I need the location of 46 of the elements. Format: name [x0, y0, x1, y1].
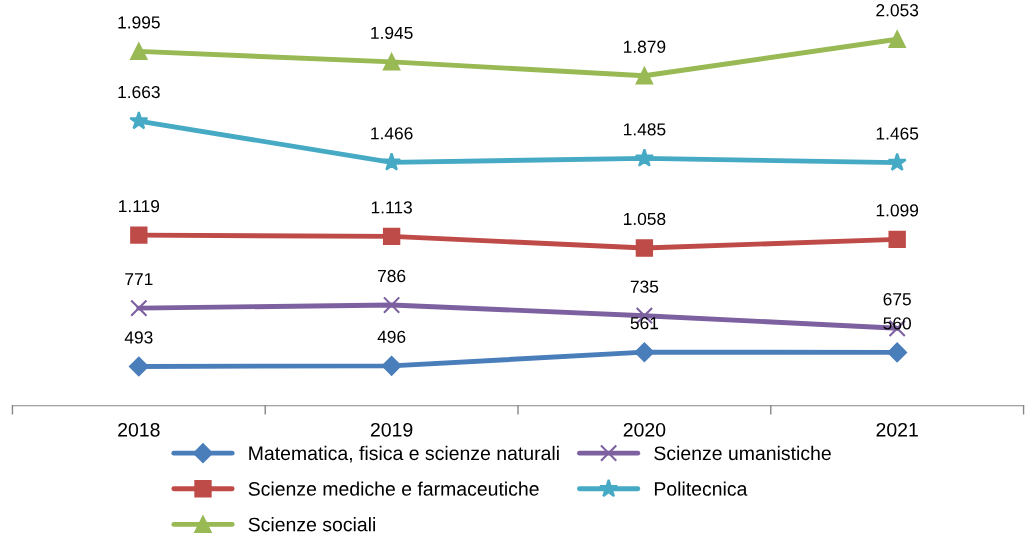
legend-label: Matematica, fisica e scienze naturali: [249, 445, 559, 463]
data-label: 561: [630, 317, 659, 330]
point: [382, 296, 401, 314]
data-label: 786: [378, 269, 406, 283]
data-label: 496: [377, 330, 406, 343]
point: [634, 148, 655, 167]
data-label: 771: [125, 273, 153, 286]
point: [634, 342, 655, 363]
point: [888, 230, 906, 249]
x-tick-label: 2021: [876, 422, 918, 437]
data-label: 2.053: [876, 4, 919, 17]
data-label: 735: [630, 280, 659, 293]
point: [129, 110, 149, 130]
data-label: 1.466: [371, 127, 413, 140]
data-label: 1.119: [119, 199, 160, 213]
data-label: 1.465: [876, 127, 919, 140]
data-label: 675: [883, 293, 911, 306]
point: [128, 356, 149, 377]
legend-label: Scienze umanistiche: [654, 445, 831, 461]
point: [382, 227, 401, 246]
point: [888, 30, 906, 48]
data-label: 1.945: [371, 26, 413, 40]
data-label: 1.099: [876, 204, 919, 217]
data-label: 1.879: [624, 40, 666, 53]
data-label: 1.485: [624, 123, 666, 136]
point: [635, 67, 654, 85]
point: [130, 42, 148, 61]
data-label: 1.113: [371, 201, 412, 214]
x-tick-label: 2018: [118, 422, 160, 437]
legend-label: Scienze sociali: [248, 517, 376, 532]
data-label: 1.058: [624, 212, 666, 226]
point: [381, 355, 402, 376]
point: [130, 226, 148, 244]
point: [887, 152, 907, 171]
data-label: 1.663: [118, 85, 160, 99]
point: [381, 152, 402, 171]
point: [635, 239, 654, 257]
point: [382, 53, 401, 71]
legend-label: Scienze mediche e farmaceutiche: [248, 481, 539, 496]
x-tick-label: 2019: [370, 422, 413, 437]
point: [887, 342, 908, 363]
data-label: 493: [124, 331, 153, 344]
legend-label: Politecnica: [654, 481, 748, 496]
point: [130, 299, 148, 317]
data-label: 1.995: [118, 16, 160, 29]
x-tick-label: 2020: [623, 422, 666, 437]
